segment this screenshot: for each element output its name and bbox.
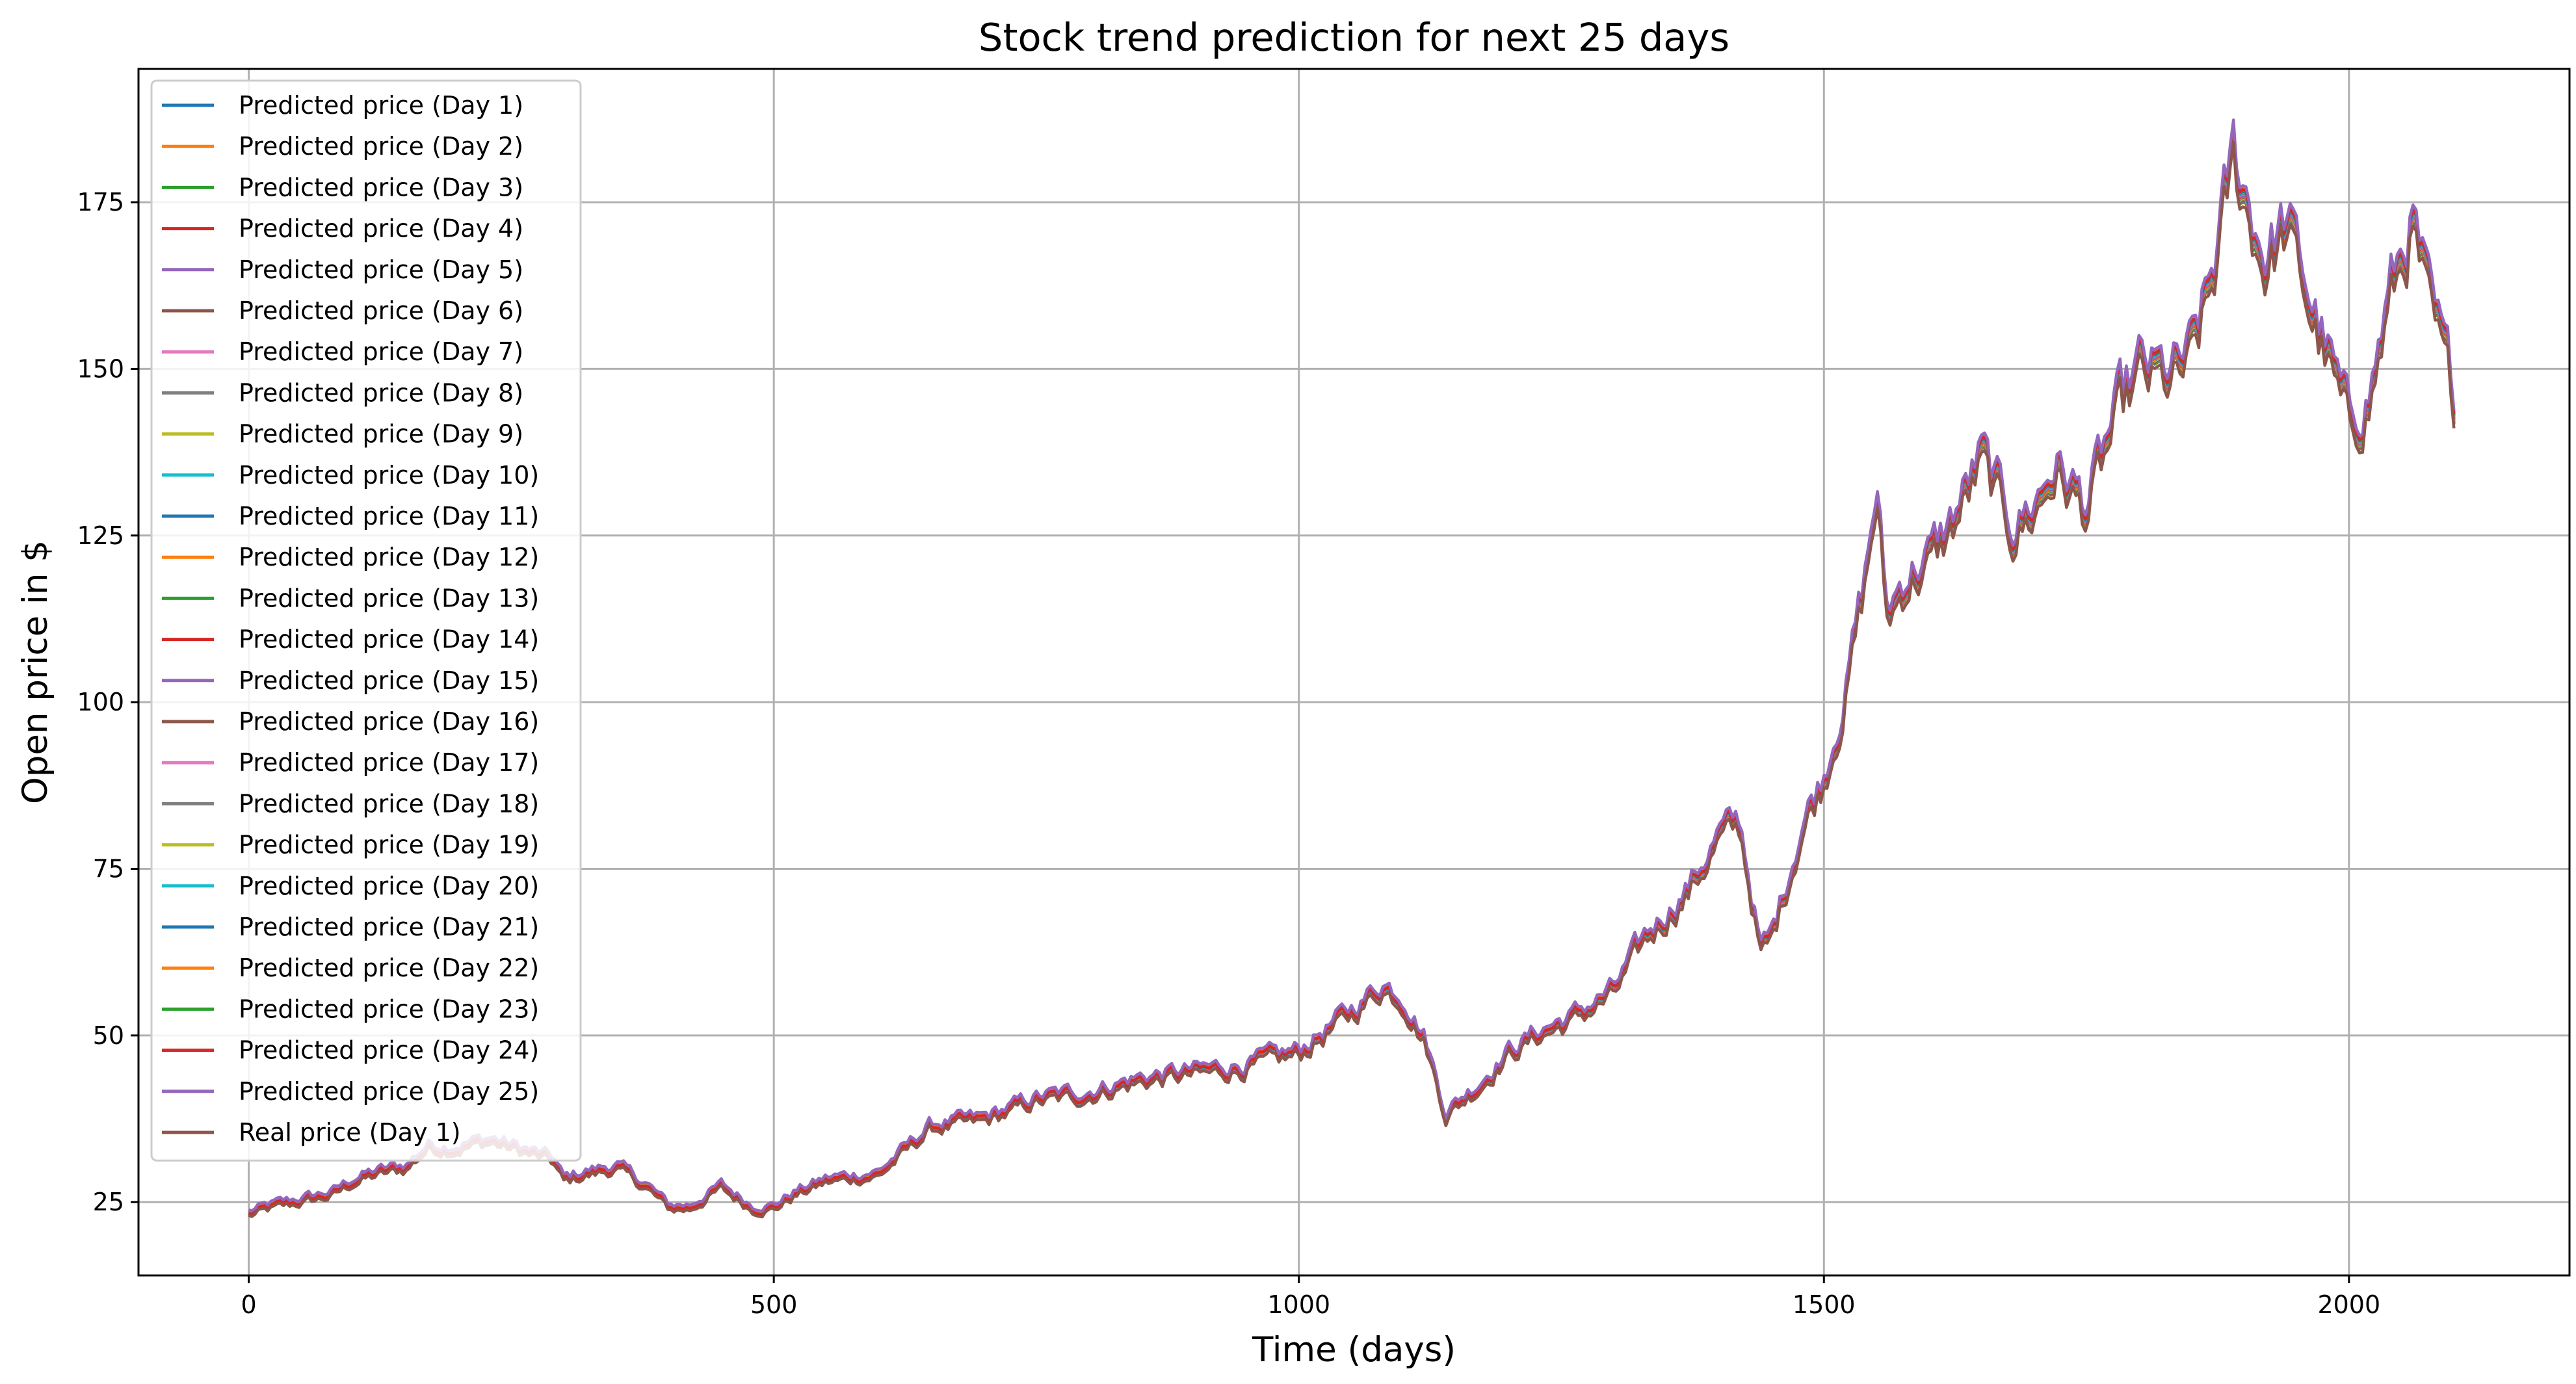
legend-label: Predicted price (Day 23) [239,995,539,1023]
legend-label: Predicted price (Day 1) [239,91,523,120]
legend-label: Predicted price (Day 5) [239,255,523,284]
legend-label: Predicted price (Day 21) [239,913,539,941]
y-axis-label: Open price in $ [16,540,55,804]
plot-area-frame [137,68,2571,1277]
series-line [248,140,2456,1219]
y-tick-label: 50 [93,1021,124,1050]
legend-label: Predicted price (Day 4) [239,215,523,243]
legend-box [150,79,582,1162]
legend-label: Predicted price (Day 17) [239,748,539,777]
legend-label: Predicted price (Day 2) [239,132,523,161]
x-tick-label: 1500 [1793,1290,1856,1319]
legend-label: Predicted price (Day 9) [239,420,523,449]
legend-label: Predicted price (Day 12) [239,543,539,571]
x-tick-label: 0 [241,1290,256,1319]
series-lines [248,118,2456,1219]
x-tick-label: 2000 [2317,1290,2380,1319]
legend-label: Predicted price (Day 11) [239,502,539,530]
legend: Predicted price (Day 1) Predicted price (… [150,79,582,1162]
chart-title: Stock trend prediction for next 25 days [979,15,1729,60]
legend-label: Real price (Day 1) [239,1118,461,1147]
y-tick-label: 175 [77,188,124,216]
legend-label: Predicted price (Day 22) [239,954,539,982]
x-axis-ticks: 0 500 1000 1500 2000 [241,1275,2380,1319]
legend-label: Predicted price (Day 24) [239,1036,539,1065]
x-tick-label: 500 [750,1290,798,1319]
x-tick-label: 1000 [1267,1290,1330,1319]
legend-label: Predicted price (Day 16) [239,707,539,736]
legend-label: Predicted price (Day 7) [239,337,523,366]
legend-label: Predicted price (Day 18) [239,789,539,818]
x-axis-label: Time (days) [1252,1330,1456,1370]
legend-label: Predicted price (Day 10) [239,461,539,490]
legend-label: Predicted price (Day 6) [239,296,523,325]
y-tick-label: 25 [93,1188,124,1216]
y-tick-label: 150 [77,354,124,383]
legend-label: Predicted price (Day 25) [239,1077,539,1106]
legend-label: Predicted price (Day 3) [239,173,523,202]
legend-label: Predicted price (Day 20) [239,872,539,900]
legend-label: Predicted price (Day 13) [239,584,539,612]
y-axis-ticks: 25 50 75 100 125 150 175 [77,188,138,1216]
legend-label: Predicted price (Day 8) [239,378,523,407]
y-tick-label: 100 [77,688,124,716]
legend-label: Predicted price (Day 15) [239,666,539,695]
legend-label: Predicted price (Day 19) [239,831,539,859]
y-tick-label: 75 [93,854,124,883]
series-line [248,118,2456,1213]
y-tick-label: 125 [77,521,124,550]
legend-label: Predicted price (Day 14) [239,625,539,654]
